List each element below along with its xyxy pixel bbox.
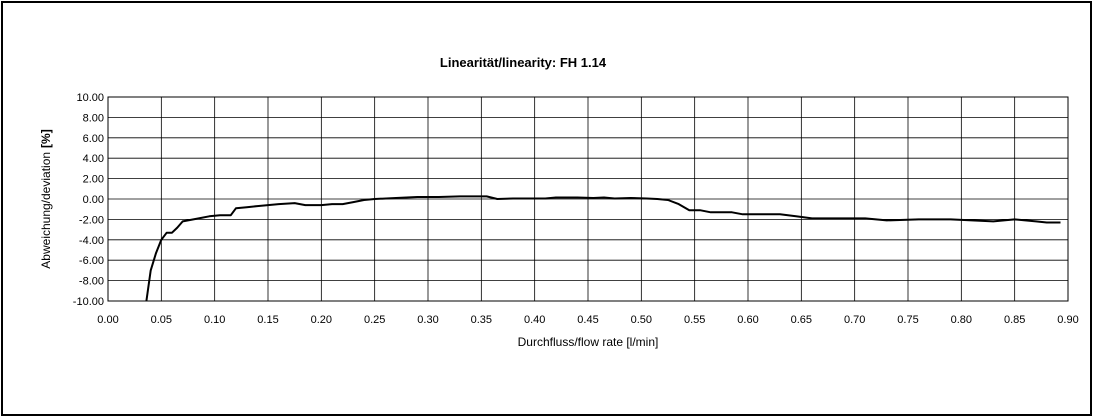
x-tick-label: 0.40	[524, 314, 545, 326]
x-tick-labels: 0.00 0.05 0.10 0.15 0.20 0.25 0.30 0.35 0.40 0.45…	[97, 314, 1078, 326]
x-tick-label: 0.50	[631, 314, 652, 326]
x-tick-label: 0.00	[97, 314, 118, 326]
x-tick-label: 0.55	[684, 314, 705, 326]
y-axis-label: Abweichung/deviation [%]	[39, 129, 53, 268]
x-tick-label: 0.20	[311, 314, 332, 326]
series-layer	[145, 195, 1061, 302]
y-tick-label: 10.00	[76, 92, 104, 104]
x-tick-label: 0.70	[844, 314, 865, 326]
x-tick-label: 0.85	[1004, 314, 1025, 326]
x-tick-label: 0.25	[364, 314, 385, 326]
x-tick-label: 0.65	[791, 314, 812, 326]
y-tick-label: 6.00	[83, 133, 104, 145]
series-line-0	[145, 195, 1061, 302]
y-tick-label: 2.00	[83, 174, 104, 186]
plot-border	[107, 96, 1069, 302]
x-tick-label: 0.15	[257, 314, 278, 326]
x-tick-label: 0.75	[897, 314, 918, 326]
y-tick-label: 8.00	[83, 112, 104, 124]
x-tick-label: 0.60	[737, 314, 758, 326]
x-tick-label: 0.45	[577, 314, 598, 326]
y-tick-label: 4.00	[83, 153, 104, 165]
x-tick-label: 0.80	[951, 314, 972, 326]
chart-title: Linearität/linearity: FH 1.14	[440, 55, 607, 70]
x-tick-label: 0.30	[417, 314, 438, 326]
x-tick-label: 0.05	[151, 314, 172, 326]
x-tick-label: 0.35	[471, 314, 492, 326]
y-tick-label: -8.00	[79, 276, 104, 288]
x-tick-label: 0.10	[204, 314, 225, 326]
y-tick-label: -10.00	[73, 296, 104, 308]
y-axis-label-unit: [%]	[39, 129, 53, 148]
y-tick-label: -4.00	[79, 235, 104, 247]
linearity-chart: Linearität/linearity: FH 1.14 0.00 0.05 0.…	[39, 55, 1079, 349]
y-tick-label: -2.00	[79, 214, 104, 226]
y-tick-labels: 10.00 8.00 6.00 4.00 2.00 0.00 -2.00 -4.00 -6.00…	[73, 92, 104, 308]
x-axis-label: Durchfluss/flow rate [l/min]	[518, 335, 659, 349]
y-tick-label: -6.00	[79, 255, 104, 267]
y-tick-label: 0.00	[83, 194, 104, 206]
y-axis-label-text: Abweichung/deviation	[39, 152, 53, 269]
x-tick-label: 0.90	[1057, 314, 1078, 326]
